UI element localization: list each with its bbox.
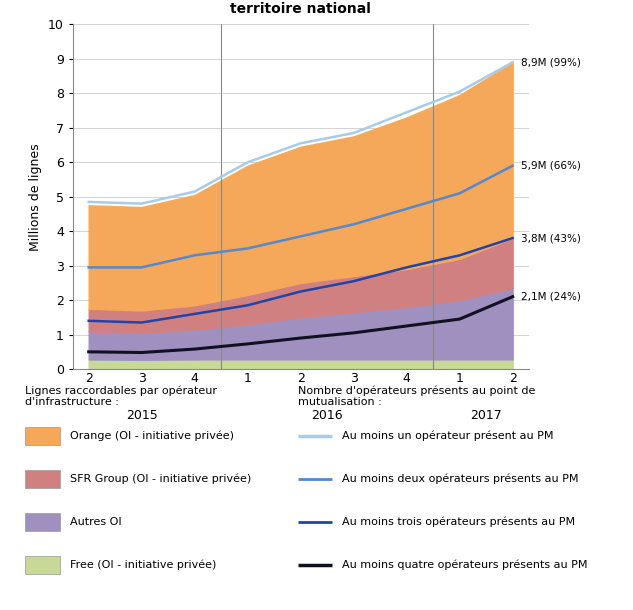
Text: 2,1M (24%): 2,1M (24%) [520, 292, 580, 302]
Text: Au moins trois opérateurs présents au PM: Au moins trois opérateurs présents au PM [342, 517, 575, 527]
Text: Orange (OI - initiative privée): Orange (OI - initiative privée) [70, 431, 234, 442]
Text: Autres OI: Autres OI [70, 517, 122, 527]
Bar [25, 556, 60, 574]
Text: Au moins un opérateur présent au PM: Au moins un opérateur présent au PM [342, 431, 553, 442]
Text: 2017: 2017 [470, 409, 502, 422]
Title: Avancement des déploiements et de la mutualisation des
réseaux en fibre optique : Avancement des déploiements et de la mut… [65, 0, 536, 16]
Text: SFR Group (OI - initiative privée): SFR Group (OI - initiative privée) [70, 474, 251, 484]
Text: Free (OI - initiative privée): Free (OI - initiative privée) [70, 559, 216, 570]
Text: Lignes raccordables par opérateur
d'infrastructure :: Lignes raccordables par opérateur d'infr… [25, 385, 217, 407]
Text: 2015: 2015 [126, 409, 158, 422]
Text: Au moins deux opérateurs présents au PM: Au moins deux opérateurs présents au PM [342, 474, 579, 484]
Text: 3,8M (43%): 3,8M (43%) [520, 233, 580, 243]
Bar [25, 427, 60, 445]
Y-axis label: Millions de lignes: Millions de lignes [29, 143, 42, 251]
Bar [25, 470, 60, 488]
Text: Au moins quatre opérateurs présents au PM: Au moins quatre opérateurs présents au P… [342, 559, 587, 570]
Bar [25, 512, 60, 531]
Text: 8,9M (99%): 8,9M (99%) [520, 57, 580, 67]
Text: Nombre d'opérateurs présents au point de
mutualisation :: Nombre d'opérateurs présents au point de… [298, 385, 535, 407]
Text: 5,9M (66%): 5,9M (66%) [520, 160, 580, 171]
Text: 2016: 2016 [311, 409, 343, 422]
